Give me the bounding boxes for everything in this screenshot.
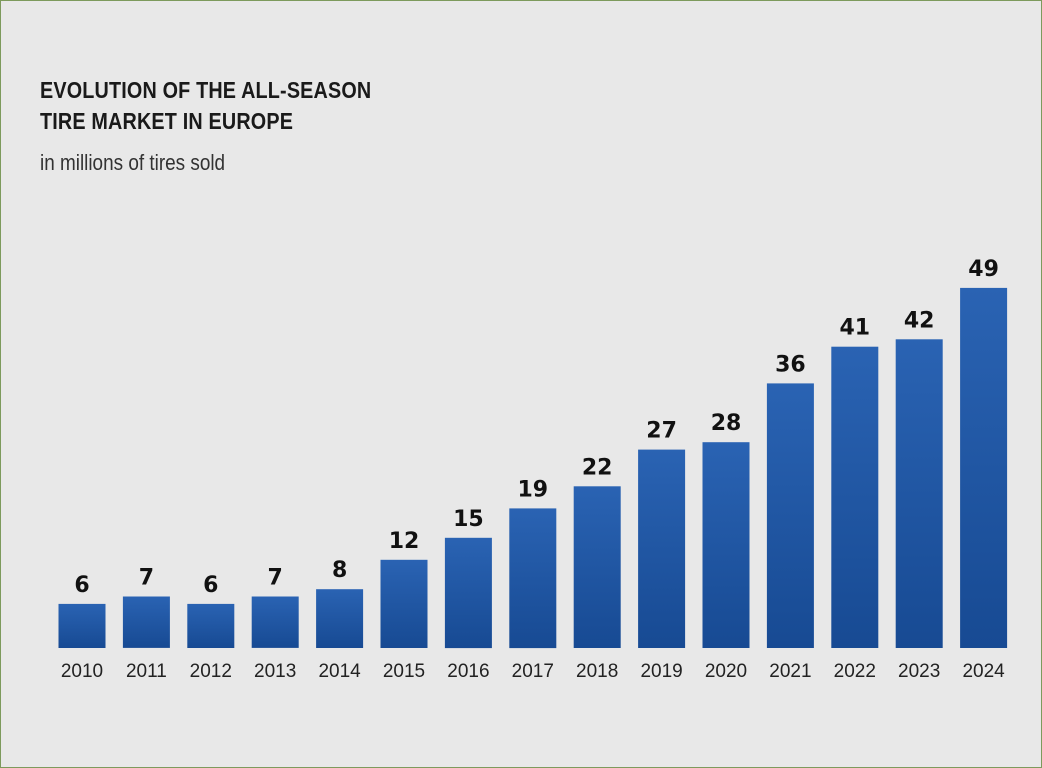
x-tick-label-2019: 2019 (640, 661, 682, 682)
bar-2016 (444, 537, 492, 649)
x-tick-label-2013: 2013 (254, 661, 296, 682)
value-label-2013: 7 (268, 566, 283, 591)
value-label-2010: 6 (74, 573, 89, 598)
x-tick-label-2017: 2017 (512, 661, 554, 682)
value-label-2016: 15 (453, 507, 484, 532)
value-label-2018: 22 (582, 455, 613, 480)
bar-2015 (380, 559, 428, 648)
x-tick-label-2020: 2020 (705, 661, 747, 682)
x-tick-label-2012: 2012 (190, 661, 232, 682)
chart-title-line-2: TIRE MARKET IN EUROPE (40, 108, 294, 134)
x-tick-label-2024: 2024 (962, 661, 1005, 682)
bar-2012 (187, 603, 235, 648)
x-tick-label-2022: 2022 (834, 661, 876, 682)
value-label-2012: 6 (203, 573, 218, 598)
x-tick-label-2010: 2010 (61, 661, 103, 682)
x-tick-label-2011: 2011 (126, 661, 167, 682)
chart-title: EVOLUTION OF THE ALL-SEASON TIRE MARKET … (40, 75, 401, 137)
x-tick-label-2023: 2023 (898, 661, 940, 682)
x-tick-label-2015: 2015 (383, 661, 425, 682)
bar-2023 (895, 339, 943, 648)
chart-subtitle: in millions of tires sold (40, 150, 226, 175)
value-label-2015: 12 (389, 529, 420, 554)
x-tick-label-2014: 2014 (318, 661, 361, 682)
bars-group (58, 287, 1008, 649)
x-tick-label-2016: 2016 (447, 661, 489, 682)
bar-2019 (638, 449, 686, 648)
bar-2013 (251, 596, 299, 648)
bar-2010 (58, 603, 106, 648)
value-label-2020: 28 (711, 411, 742, 436)
bar-2021 (766, 383, 814, 648)
value-label-2019: 27 (646, 419, 677, 444)
bar-2020 (702, 442, 750, 648)
x-tick-labels-group: 2010 2011 2012 2013 2014 2015 2016 2017 2018 2019… (61, 661, 1005, 682)
bar-2022 (831, 346, 879, 648)
value-label-2024: 49 (968, 257, 999, 282)
bar-2011 (122, 596, 170, 648)
bar-2014 (316, 589, 364, 648)
bar-2017 (509, 508, 557, 649)
chart-title-line-1: EVOLUTION OF THE ALL-SEASON (40, 77, 372, 103)
x-tick-label-2018: 2018 (576, 661, 618, 682)
value-label-2021: 36 (775, 352, 806, 377)
value-label-2017: 19 (517, 477, 548, 502)
value-label-2023: 42 (904, 308, 935, 333)
value-label-2011: 7 (139, 566, 154, 591)
bar-2018 (573, 486, 621, 648)
value-label-2014: 8 (332, 558, 347, 583)
value-labels-group: 6 7 6 7 8 12 15 19 22 27 28 36 41 42 49 (74, 257, 999, 598)
value-label-2022: 41 (839, 316, 870, 341)
bar-2024 (960, 287, 1008, 648)
x-tick-label-2021: 2021 (769, 661, 811, 682)
